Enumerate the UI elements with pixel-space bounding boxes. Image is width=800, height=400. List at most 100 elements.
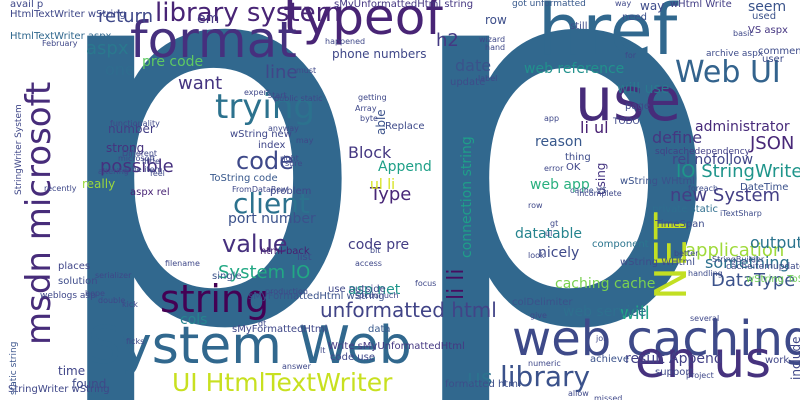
word-cloud-word: allow [568,389,589,398]
word-cloud-word: wizard [479,35,506,44]
word-cloud-word: ul li [370,177,395,193]
word-cloud-word: sMyFormattedHtml [232,324,328,335]
word-cloud-word: private static [652,204,718,215]
word-cloud-word: ficks [126,337,145,346]
word-cloud-word: page [625,101,650,112]
word-cloud-word: HtmlTextWriter wString [10,9,126,20]
word-cloud-word: single [212,271,242,282]
word-cloud-word: reason [535,134,583,150]
word-cloud-word: value [222,230,288,258]
word-cloud-word: client [233,187,310,220]
word-cloud-word: answer [282,362,311,371]
word-cloud-word: define [652,128,703,147]
word-cloud-word: VS aspx [748,25,788,36]
word-cloud-word: will use [617,81,670,97]
word-cloud-word: row [528,201,543,210]
word-cloud-word: label [478,74,498,83]
word-cloud-word: li ul [580,118,609,137]
word-cloud-word: feel [150,169,165,178]
word-cloud-word: date [455,56,492,75]
word-cloud-word: li li [444,268,469,300]
word-cloud-word: must [296,66,317,75]
word-cloud-word: index [258,140,286,151]
word-cloud-word: error [544,164,564,173]
word-cloud-word: getting [358,93,387,102]
word-cloud-word: Web UI [675,55,781,90]
word-cloud-word: msdn microsoft [19,81,59,345]
word-cloud-word: connection string [459,136,475,258]
word-cloud-word: DateTime [740,182,789,193]
word-cloud-word: need [622,12,647,23]
word-cloud-word: for [625,51,636,60]
word-cloud-word: comment [758,46,800,57]
word-cloud-word: achieve [590,354,629,365]
word-cloud-word: unformatted html [320,298,497,322]
word-cloud-word: new System [670,185,781,206]
word-cloud-word: web caching [512,311,800,367]
word-cloud-word: weblogs asp [40,291,96,301]
word-cloud-word: strong [106,141,145,155]
word-cloud-word: public static [274,94,323,103]
word-cloud-word: functionality [110,119,160,128]
word-cloud-word: gt [550,219,559,228]
word-cloud-word: application [685,240,785,261]
word-cloud-word: web reference [524,61,625,77]
word-cloud-word: web service [563,304,647,320]
word-cloud-word: job [596,334,609,343]
word-cloud-word: StringBuilder [712,255,765,264]
word-cloud-word: trying [215,87,316,127]
word-cloud-word: cache VS [570,186,607,195]
word-cloud-word: code use [330,352,375,363]
word-cloud-word: IO StringWriter [676,161,800,182]
word-cloud-word: row [485,13,507,27]
word-cloud-word: recently [44,184,77,193]
word-cloud-word: sMyFormattedHtml wString [248,291,385,302]
word-cloud-word: administrator [695,119,790,135]
word-cloud-word: problem [270,186,312,197]
word-cloud-word: nicely [538,245,580,261]
word-cloud-word: use outside [328,284,386,295]
word-cloud-word: way [615,0,632,8]
word-cloud-word: UI HtmlTextWriter [172,368,393,397]
word-cloud-word: data [368,324,391,335]
word-cloud-word: project [686,371,714,380]
word-cloud-word: still [570,21,588,32]
word-cloud-word: better [674,249,699,258]
word-cloud-word: hand [485,43,506,52]
word-cloud-word: return [98,6,154,27]
word-cloud-word: filename [165,259,200,268]
word-cloud-word: format [130,11,297,69]
word-cloud-word: us [467,366,493,391]
word-cloud-word: cacheitemupdatecallback [726,262,800,272]
word-cloud-word: access [355,259,382,268]
word-cloud-word: start [268,91,287,100]
word-cloud-word: basic [733,29,754,38]
word-cloud-word: formatted html [445,379,521,390]
word-cloud-word: bit [370,246,381,255]
word-cloud-word: TODO [613,117,640,127]
word-cloud-word: archive aspx [706,49,764,59]
word-cloud-word: use [575,65,682,135]
word-cloud-word: missed [594,394,623,400]
word-cloud-word: number [108,122,155,136]
word-cloud-word: aspx [86,38,129,59]
word-cloud-word: right [280,154,299,163]
word-cloud-word: cols [180,312,208,328]
word-cloud-word: Block [348,143,392,162]
word-cloud-word: p [40,0,371,400]
word-cloud-word: result Append [625,351,723,367]
word-cloud-word: h2 [436,30,459,51]
word-cloud-word: update [450,77,486,88]
word-cloud-word: em [197,11,220,27]
word-cloud-word: several [690,314,720,323]
word-cloud-word: asp net [348,282,401,298]
word-cloud-word: want [178,73,223,94]
word-cloud-word: work [765,355,790,366]
word-cloud-word: handling [688,269,723,278]
word-cloud-word: StringWriter wString [8,384,110,395]
word-cloud-word: little [142,157,160,166]
word-cloud-word: System Web [88,316,412,376]
word-cloud-word: Type [370,184,412,205]
word-cloud-word: foreach [688,184,719,193]
